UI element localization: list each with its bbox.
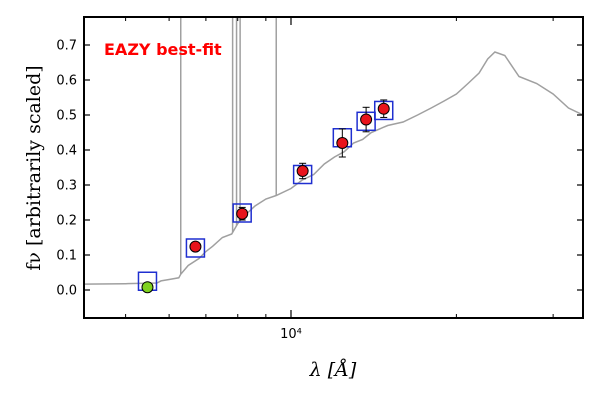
annotation-label: EAZY best-fit [104, 40, 222, 59]
observed-point [360, 113, 373, 126]
x-tick-label: 10⁴ [280, 327, 302, 342]
y-tick-label: 0.0 [56, 284, 77, 299]
y-tick-label: 0.6 [56, 74, 77, 89]
sed-layer [84, 17, 583, 285]
plot-frame [83, 16, 584, 319]
y-tick-label: 0.5 [56, 109, 77, 124]
observed-point [141, 281, 154, 294]
x-axis-label: λ [Å] [309, 359, 357, 381]
data-points-layer [137, 99, 394, 294]
observed-point [296, 165, 309, 177]
y-tick-label: 0.4 [56, 144, 77, 159]
y-axis-label: fν [arbitrarily scaled] [23, 65, 45, 270]
ticks-layer: 0.0 0.1 0.2 0.3 0.4 0.5 0.6 0.7 10⁴ [56, 17, 583, 342]
observed-point [236, 207, 249, 220]
observed-point [189, 240, 202, 253]
y-tick-label: 0.2 [56, 214, 77, 229]
model-flux-box [185, 238, 206, 258]
sed-line [84, 51, 583, 285]
observed-point [336, 137, 349, 149]
y-tick-label: 0.1 [56, 249, 77, 264]
y-tick-label: 0.7 [56, 39, 77, 54]
model-flux-box [232, 203, 252, 223]
y-tick-label: 0.3 [56, 179, 77, 194]
observed-point [377, 102, 390, 115]
